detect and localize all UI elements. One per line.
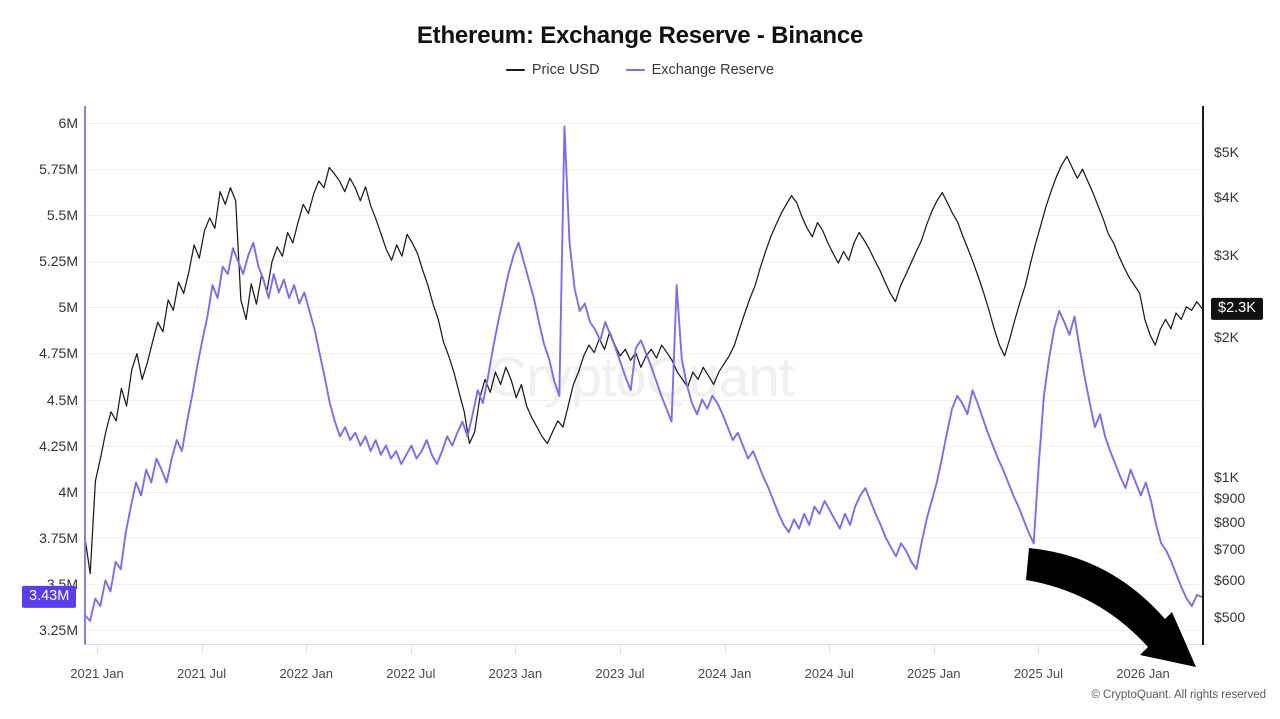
series-line-exchange-reserve	[84, 125, 1203, 622]
y-tick-right: $600	[1214, 572, 1246, 589]
y-tick-right: $500	[1214, 609, 1246, 626]
gridline	[85, 630, 1202, 632]
x-tick-mark	[620, 645, 621, 654]
y-tick-left: 5.75M	[39, 160, 78, 177]
x-tick-label: 2023 Jan	[488, 666, 543, 681]
gridline	[85, 491, 1202, 493]
x-tick-mark	[306, 645, 308, 654]
y-tick-left: 5.5M	[46, 207, 78, 223]
y-tick-left: 5.25M	[39, 253, 78, 270]
y-axis-left-labels: 6M 5.75M 5.5M 5.25M 5M 4.75M 4.5M 4.25M 4M 3.75M 3…	[0, 0, 78, 719]
axis-line-left	[84, 106, 86, 645]
y-tick-right: $900	[1214, 490, 1246, 507]
y-tick-left: 3.75M	[39, 529, 78, 546]
gridline	[85, 584, 1202, 585]
gridline	[85, 307, 1202, 309]
legend-item-price-usd[interactable]: Price USD	[505, 62, 600, 78]
y-tick-right: $3K	[1214, 246, 1239, 263]
x-tick-mark	[515, 645, 517, 654]
x-tick-label: 2021 Jan	[70, 666, 124, 681]
x-tick-mark	[933, 645, 935, 654]
copyright-notice: © CryptoQuant. All rights reserved	[1091, 689, 1266, 701]
gridline	[85, 122, 1202, 124]
axis-line-right	[1202, 106, 1204, 645]
x-tick-mark	[1143, 645, 1144, 654]
y-tick-left: 5M	[58, 299, 78, 316]
gridline	[85, 215, 1202, 216]
gridline	[85, 537, 1202, 539]
x-tick-label: 2025 Jul	[1013, 666, 1063, 681]
y-tick-left: 3.25M	[39, 622, 78, 639]
legend-swatch-price-usd	[505, 68, 525, 72]
current-value-badge-reserve: 3.43M	[22, 585, 77, 608]
y-tick-right: $2K	[1214, 328, 1239, 345]
series-lines	[84, 125, 1203, 622]
y-tick-left: 4.25M	[39, 437, 78, 454]
y-tick-right: $5K	[1214, 143, 1239, 160]
x-tick-label: 2022 Jul	[386, 666, 436, 681]
x-tick-label: 2026 Jan	[1116, 666, 1170, 681]
gridline	[85, 168, 1202, 170]
y-tick-left: 4.75M	[39, 345, 78, 362]
y-tick-right: $1K	[1214, 469, 1239, 485]
x-tick-label: 2025 Jan	[907, 666, 961, 681]
x-tick-label: 2021 Jul	[177, 666, 227, 681]
y-tick-right: $800	[1214, 514, 1246, 531]
x-tick-mark	[201, 645, 203, 654]
legend-label-exchange-reserve: Exchange Reserve	[651, 62, 775, 78]
series-line-price-usd	[84, 155, 1203, 575]
y-axis-right-labels: $5K $4K $3K $2K $1K $900 $800 $700 $600 $500	[1214, 0, 1280, 719]
legend-swatch-exchange-reserve	[625, 68, 645, 72]
plot-area	[84, 108, 1203, 643]
legend-item-exchange-reserve[interactable]: Exchange Reserve	[625, 62, 775, 78]
x-tick-label: 2022 Jan	[279, 666, 333, 681]
chart-title: Ethereum: Exchange Reserve - Binance	[416, 22, 864, 49]
x-tick-mark	[829, 645, 831, 654]
gridline	[85, 399, 1202, 401]
y-tick-left: 6M	[58, 114, 78, 131]
y-tick-right: $700	[1214, 541, 1246, 558]
x-tick-label: 2023 Jul	[595, 666, 645, 681]
x-tick-mark	[410, 645, 412, 654]
x-tick-mark	[97, 645, 98, 654]
y-tick-left: 4M	[58, 483, 78, 500]
y-tick-right: $4K	[1214, 188, 1239, 205]
x-tick-mark	[724, 645, 726, 654]
gridline	[85, 445, 1202, 447]
x-tick-label: 2024 Jul	[804, 666, 854, 681]
current-value-badge-price: $2.3K	[1211, 297, 1263, 320]
y-tick-left: 4.5M	[46, 391, 78, 408]
x-tick-mark	[1038, 645, 1040, 654]
x-tick-label: 2024 Jan	[697, 666, 752, 681]
gridline	[85, 353, 1202, 355]
gridline	[85, 261, 1202, 263]
legend-label-price-usd: Price USD	[531, 62, 600, 78]
chart-legend: Price USD Exchange Reserve	[0, 62, 1280, 78]
axis-line-bottom	[85, 644, 1202, 645]
